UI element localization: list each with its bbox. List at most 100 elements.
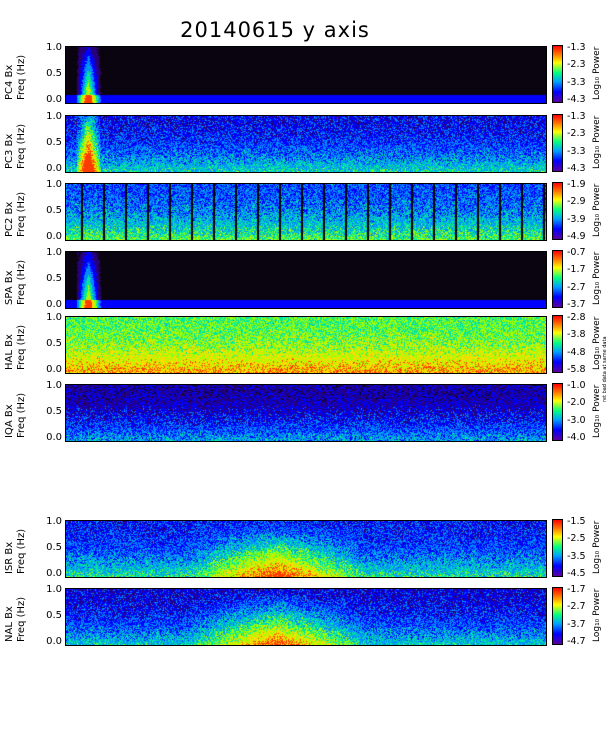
colorbar-tick-label: -1.3 <box>567 111 586 122</box>
colorbar-pc2 <box>552 182 563 240</box>
ylabel-spa: SPA Bx Freq (Hz) <box>4 251 34 307</box>
colorbar-tick-label: -3.0 <box>567 414 586 426</box>
ylabel-line: Freq (Hz) <box>16 259 27 305</box>
spectrogram-pc4 <box>65 46 547 104</box>
ytick-label: 1.0 <box>46 516 62 527</box>
ytick-label: 1.0 <box>46 312 62 323</box>
hal-note: ret bad data at same data <box>602 336 608 402</box>
spectrogram-image <box>66 317 546 373</box>
colorbar-isr <box>552 519 563 577</box>
ylabel-pc4: PC4 Bx Freq (Hz) <box>4 46 34 102</box>
colorbar-tick-label: -1.5 <box>567 516 586 527</box>
colorbar-tick-label: -1.7 <box>567 264 586 276</box>
ylabel-iqa: IQA Bx Freq (Hz) <box>4 384 34 440</box>
colorbar-tick-label: -2.0 <box>567 397 586 409</box>
ylabel-line: IQA Bx <box>4 404 15 438</box>
spectrogram-image <box>66 47 546 103</box>
colorbar-tick-label: -2.7 <box>567 281 586 293</box>
ytick-label: 0.5 <box>46 273 62 284</box>
ytick-label: 0.0 <box>46 94 62 105</box>
ylabel-line: Freq (Hz) <box>16 528 27 574</box>
colorbar-tick-label: -3.8 <box>567 329 586 341</box>
ytick-label: 1.0 <box>46 247 62 258</box>
ylabel-line: Freq (Hz) <box>16 324 27 370</box>
colorbar-tick-label: -4.3 <box>567 163 586 174</box>
ytick-label: 0.0 <box>46 568 62 579</box>
ylabel-hal: HAL Bx Freq (Hz) <box>4 316 34 372</box>
colorbar-unit: Log₁₀ Power <box>592 384 602 438</box>
colorbar-tick-label: -4.9 <box>567 231 586 242</box>
colorbar-unit: Log₁₀ Power <box>592 46 602 100</box>
ylabel-line: Freq (Hz) <box>16 191 27 237</box>
colorbar-tick-label: -2.8 <box>567 312 586 323</box>
colorbar-tick-label: -2.7 <box>567 601 586 613</box>
spectrogram-image <box>66 116 546 172</box>
colorbar-tick-label: -4.7 <box>567 636 586 647</box>
colorbar-tick-label: -2.5 <box>567 533 586 545</box>
spectrogram-image <box>66 252 546 308</box>
colorbar-nal <box>552 587 563 645</box>
ylabel-pc3: PC3 Bx Freq (Hz) <box>4 115 34 171</box>
colorbar-pc4 <box>552 45 563 103</box>
colorbar-hal <box>552 315 563 373</box>
ytick-label: 0.0 <box>46 636 62 647</box>
colorbar-tick-label: -4.8 <box>567 346 586 358</box>
ytick-label: 1.0 <box>46 111 62 122</box>
colorbar-unit: Log₁₀ Power <box>592 588 602 642</box>
colorbar-unit: Log₁₀ Power <box>592 251 602 305</box>
colorbar-tick-label: -4.0 <box>567 432 586 443</box>
colorbar-tick-label: -1.0 <box>567 380 586 391</box>
spectrogram-pc2 <box>65 183 547 241</box>
ylabel-nal: NAL Bx Freq (Hz) <box>4 588 34 644</box>
ylabel-line: Freq (Hz) <box>16 54 27 100</box>
ylabel-pc2: PC2 Bx Freq (Hz) <box>4 183 34 239</box>
colorbar-tick-label: -2.9 <box>567 196 586 208</box>
ytick-label: 1.0 <box>46 584 62 595</box>
colorbar-unit: Log₁₀ Power <box>592 183 602 237</box>
ylabel-line: PC2 Bx <box>4 201 15 237</box>
ytick-label: 0.5 <box>46 68 62 79</box>
ytick-label: 1.0 <box>46 380 62 391</box>
ytick-label: 0.5 <box>46 542 62 553</box>
ylabel-line: SPA Bx <box>4 270 15 305</box>
colorbar-tick-label: -3.5 <box>567 550 586 562</box>
ylabel-line: Freq (Hz) <box>16 596 27 642</box>
colorbar-pc3 <box>552 114 563 172</box>
colorbar-unit: Log₁₀ Power <box>592 520 602 574</box>
ylabel-isr: ISR Bx Freq (Hz) <box>4 520 34 576</box>
ytick-label: 1.0 <box>46 179 62 190</box>
spectrogram-image <box>66 521 546 577</box>
colorbar-tick-label: -3.7 <box>567 299 586 310</box>
ytick-label: 0.0 <box>46 432 62 443</box>
spectrogram-iqa <box>65 384 547 442</box>
colorbar-tick-label: -3.3 <box>567 76 586 88</box>
ylabel-line: NAL Bx <box>4 606 15 642</box>
ytick-label: 0.0 <box>46 299 62 310</box>
colorbar-tick-label: -0.7 <box>567 247 586 258</box>
colorbar-tick-label: -1.7 <box>567 584 586 595</box>
colorbar-tick-label: -1.9 <box>567 179 586 190</box>
ylabel-line: Freq (Hz) <box>16 123 27 169</box>
spectrogram-image <box>66 589 546 645</box>
ylabel-line: PC3 Bx <box>4 133 15 169</box>
spectrogram-image <box>66 385 546 441</box>
ytick-label: 0.0 <box>46 231 62 242</box>
ytick-label: 0.5 <box>46 137 62 148</box>
colorbar-iqa <box>552 383 563 441</box>
ylabel-line: PC4 Bx <box>4 64 15 100</box>
ytick-label: 0.0 <box>46 163 62 174</box>
figure-title: 20140615 y axis <box>180 18 370 42</box>
ytick-label: 0.5 <box>46 205 62 216</box>
spectrogram-spa <box>65 251 547 309</box>
spectrogram-isr <box>65 520 547 578</box>
colorbar-tick-label: -5.8 <box>567 364 586 375</box>
ylabel-line: HAL Bx <box>4 334 15 370</box>
colorbar-spa <box>552 250 563 308</box>
ylabel-line: ISR Bx <box>4 541 15 574</box>
ytick-label: 0.5 <box>46 338 62 349</box>
ytick-label: 0.5 <box>46 406 62 417</box>
colorbar-tick-label: -3.7 <box>567 618 586 630</box>
colorbar-tick-label: -4.3 <box>567 94 586 105</box>
spectrogram-hal <box>65 316 547 374</box>
